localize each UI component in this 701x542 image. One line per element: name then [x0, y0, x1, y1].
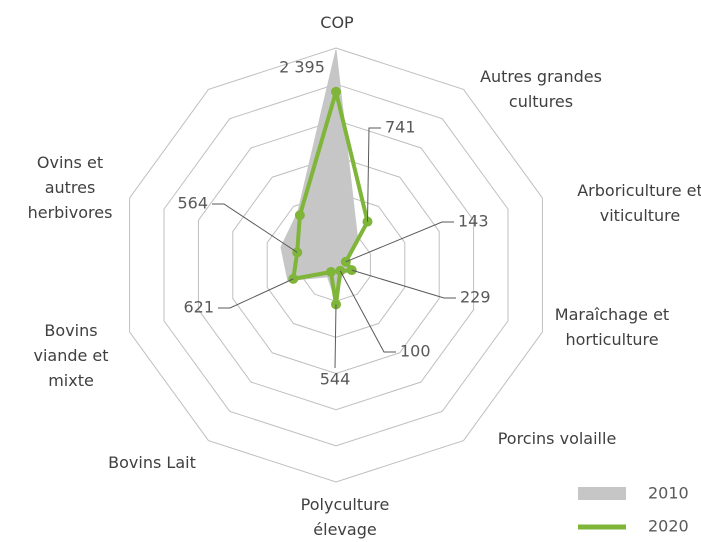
grid-ring	[232, 155, 440, 375]
legend-swatch	[578, 487, 626, 500]
data-label: 741	[385, 118, 416, 137]
leader-line	[351, 269, 456, 299]
leader-line	[345, 221, 454, 263]
data-label: 564	[177, 194, 208, 213]
leader-line	[218, 278, 294, 309]
category-label: Bovins Lait	[108, 453, 196, 472]
series-marker	[331, 86, 341, 97]
grid-ring	[197, 119, 475, 411]
grid-ring	[129, 47, 543, 483]
leader-line	[367, 127, 381, 222]
category-label: Ovins et autres herbivores	[27, 153, 113, 222]
leader-line	[339, 270, 396, 353]
category-label: Autres grandes cultures	[480, 67, 602, 111]
category-label: Polyculture élevage	[300, 495, 390, 539]
legend-label: 2010	[648, 484, 689, 503]
category-label: Arboriculture et viticulture	[577, 181, 701, 225]
data-label: 100	[400, 342, 431, 361]
category-label: COP	[320, 13, 354, 32]
series-marker	[325, 267, 336, 278]
legend-label: 2020	[648, 517, 689, 536]
series-marker	[294, 210, 305, 221]
data-label: 229	[460, 288, 491, 307]
category-label: Maraîchage et horticulture	[554, 305, 670, 349]
data-label: 544	[320, 370, 351, 389]
grid-ring	[163, 83, 509, 447]
leader-line	[212, 203, 298, 253]
data-label: 621	[183, 298, 214, 317]
data-label: 2 395	[279, 58, 325, 77]
data-label: 143	[458, 212, 489, 231]
category-label: Porcins volaille	[497, 429, 617, 448]
leader-line	[334, 304, 337, 369]
category-label: Bovins viande et mixte	[33, 321, 109, 390]
grid-ring	[266, 192, 406, 338]
